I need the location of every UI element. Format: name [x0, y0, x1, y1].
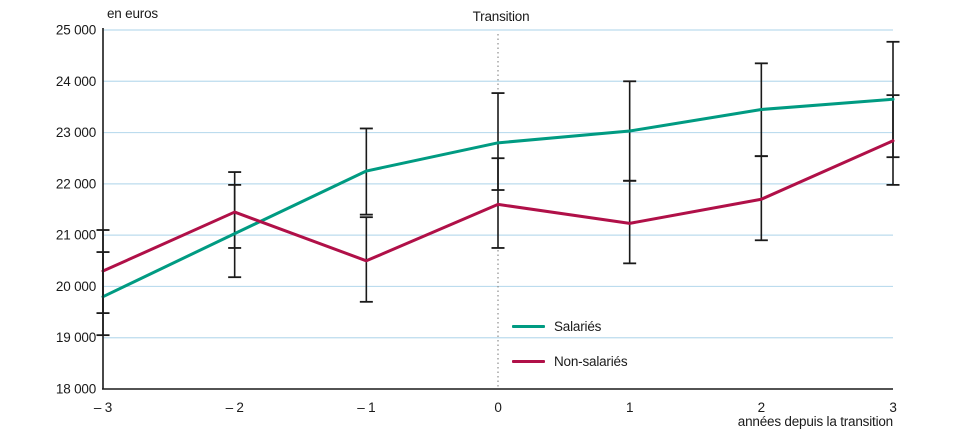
- y-axis-unit-label: en euros: [107, 6, 158, 21]
- legend-label-salaries: Salariés: [554, 319, 602, 334]
- legend-label-non-salaries: Non-salariés: [554, 354, 628, 369]
- y-tick-label: 18 000: [56, 382, 96, 397]
- y-tick-label: 19 000: [56, 330, 96, 345]
- series-line-salaries: [101, 97, 895, 299]
- x-tick-label: 2: [758, 400, 765, 415]
- x-tick-label: – 2: [226, 400, 244, 415]
- x-tick-label: 1: [626, 400, 633, 415]
- x-tick-label: 3: [889, 400, 896, 415]
- y-tick-label: 20 000: [56, 279, 96, 294]
- y-tick-label: 21 000: [56, 228, 96, 243]
- transition-annotation-label: Transition: [472, 9, 530, 24]
- y-tick-label: 25 000: [56, 23, 96, 38]
- x-tick-label: – 3: [94, 400, 112, 415]
- legend: Salariés Non-salariés: [512, 309, 628, 379]
- x-tick-label: 0: [494, 400, 501, 415]
- x-tick-label: – 1: [357, 400, 375, 415]
- y-tick-label: 22 000: [56, 176, 96, 191]
- legend-item-salaries: Salariés: [512, 309, 627, 344]
- y-tick-label: 24 000: [56, 74, 96, 89]
- salaries-line-swatch-icon: [512, 325, 545, 328]
- x-axis-title: années depuis la transition: [737, 414, 893, 429]
- series-line-non-salaries: [101, 139, 895, 273]
- legend-item-non-salaries: Non-salariés: [512, 344, 628, 379]
- non-salaries-line-swatch-icon: [512, 360, 545, 363]
- y-tick-label: 23 000: [56, 125, 96, 140]
